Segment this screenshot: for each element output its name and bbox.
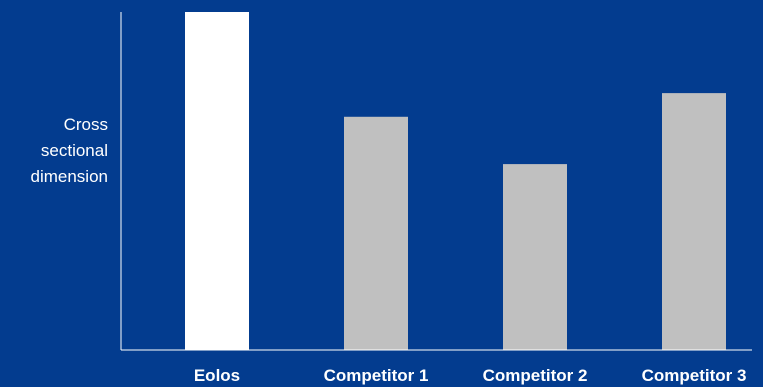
bars-group [185, 12, 726, 351]
x-tick-label: Competitor 3 [642, 366, 747, 385]
x-tick-label: Competitor 2 [483, 366, 588, 385]
bar-competitor-1 [344, 116, 408, 350]
y-axis-label: Cross sectional dimension [0, 112, 109, 190]
bar-eolos [185, 12, 249, 350]
y-axis-label-line: sectional [40, 141, 108, 160]
x-tick-label: Eolos [194, 366, 240, 385]
bar-competitor-3 [662, 93, 726, 351]
x-tick-labels: Eolos Competitor 1 Competitor 2 Competitor … [194, 366, 747, 385]
y-axis-label-line: Cross [63, 115, 108, 134]
x-tick-label: Competitor 1 [324, 366, 429, 385]
y-axis-label-line: dimension [30, 167, 109, 186]
bar-competitor-2 [503, 164, 567, 350]
